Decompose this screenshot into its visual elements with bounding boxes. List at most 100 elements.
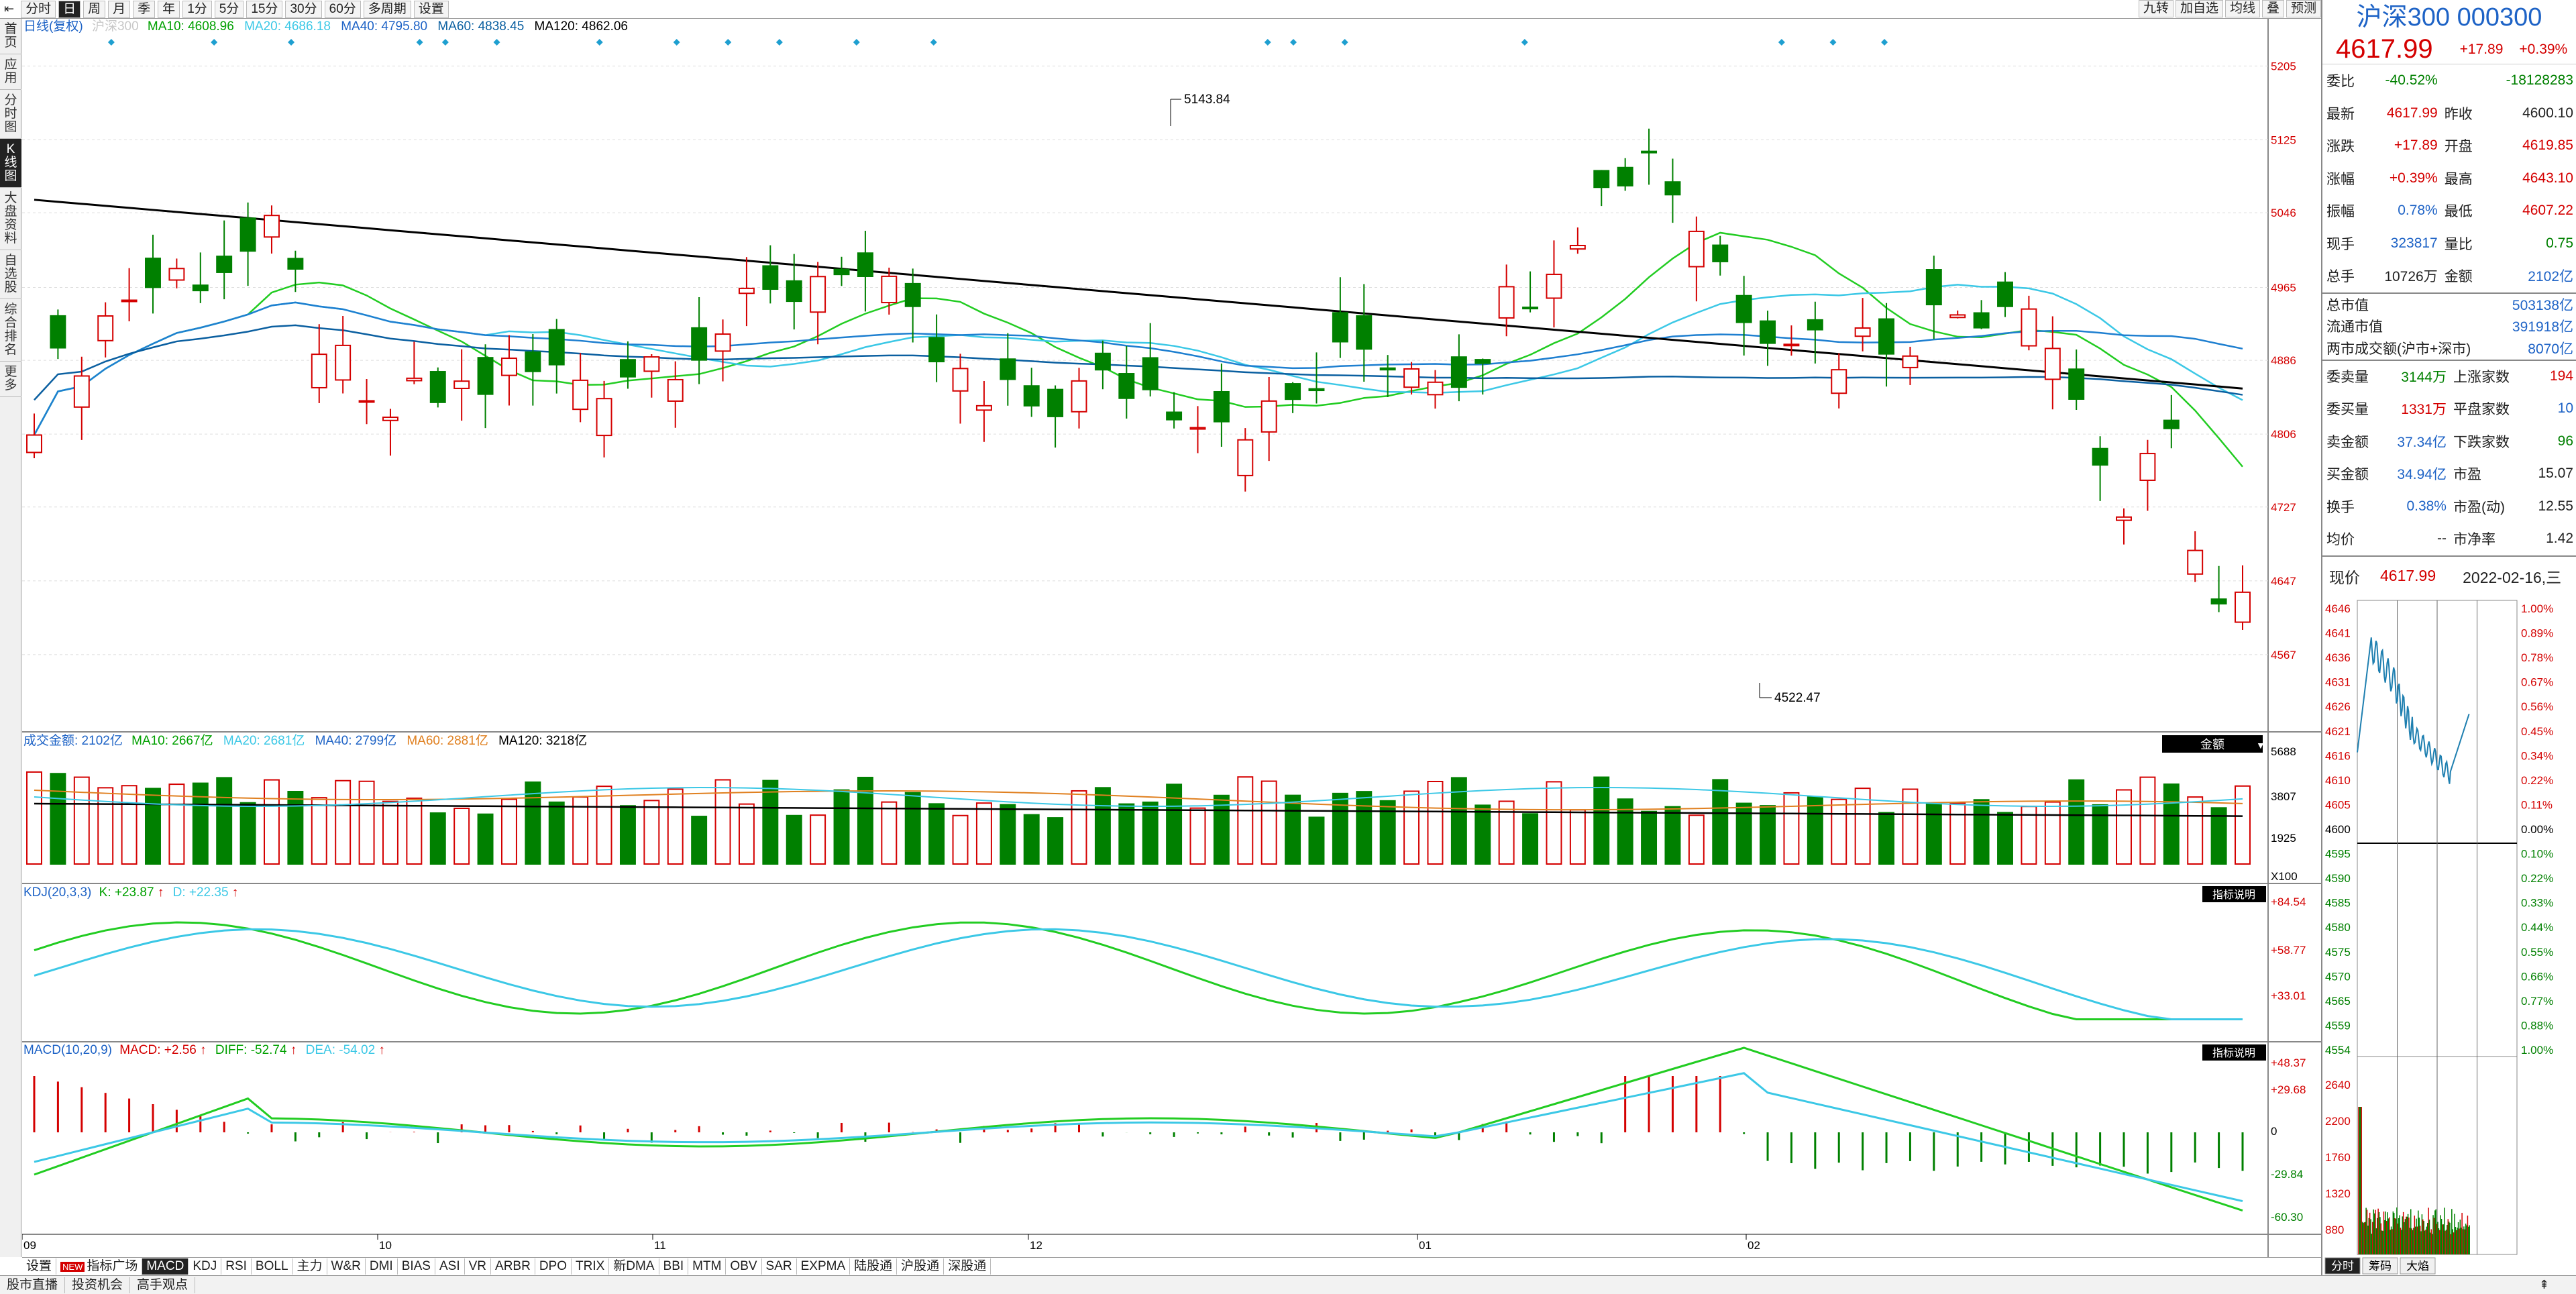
candle[interactable] xyxy=(833,268,850,276)
left-tab-1[interactable]: 应用 xyxy=(0,54,21,90)
candle[interactable] xyxy=(1664,181,1681,196)
candle[interactable] xyxy=(264,215,280,238)
event-marker[interactable] xyxy=(775,39,783,46)
candle[interactable] xyxy=(500,358,517,376)
candle[interactable] xyxy=(714,333,731,352)
candle[interactable] xyxy=(810,276,826,313)
candle[interactable] xyxy=(1356,315,1373,350)
candle[interactable] xyxy=(1641,150,1658,154)
candle[interactable] xyxy=(1593,170,1610,188)
indicator-tab-11[interactable]: VR xyxy=(465,1258,492,1275)
candle[interactable] xyxy=(1071,380,1087,413)
candle[interactable] xyxy=(548,329,565,366)
candle[interactable] xyxy=(2163,419,2180,429)
candle[interactable] xyxy=(2116,516,2132,521)
macd-indicator-button[interactable]: 指标说明 xyxy=(2202,1044,2266,1061)
tool-button-4[interactable]: 预测 xyxy=(2286,0,2321,17)
candle[interactable] xyxy=(2044,347,2061,380)
candle[interactable] xyxy=(287,258,304,270)
candle[interactable] xyxy=(1546,273,1562,299)
candle[interactable] xyxy=(1617,166,1633,186)
period-tab-8[interactable]: 15分 xyxy=(246,0,283,18)
indicator-tab-19[interactable]: SAR xyxy=(762,1258,797,1275)
candle[interactable] xyxy=(382,417,398,421)
candle[interactable] xyxy=(762,265,779,290)
indicator-tab-17[interactable]: MTM xyxy=(688,1258,727,1275)
indicator-tab-9[interactable]: BIAS xyxy=(398,1258,435,1275)
indicator-tab-8[interactable]: DMI xyxy=(366,1258,398,1275)
event-marker[interactable] xyxy=(1341,39,1348,46)
mini-tab-label[interactable]: 大焰 xyxy=(2406,1260,2429,1273)
event-marker[interactable] xyxy=(416,39,423,46)
mini-tab-0[interactable] xyxy=(2324,1257,2361,1275)
tool-button-3[interactable]: 叠 xyxy=(2261,0,2284,17)
event-marker[interactable] xyxy=(1521,39,1528,46)
candle[interactable] xyxy=(97,315,114,341)
left-tab-0[interactable]: 首页 xyxy=(0,19,21,54)
toolbar-arrow-icon[interactable]: ⇤ xyxy=(4,2,15,15)
candle[interactable] xyxy=(952,368,969,392)
period-tab-9[interactable]: 30分 xyxy=(285,0,322,18)
candle[interactable] xyxy=(2187,549,2204,575)
candle[interactable] xyxy=(1332,312,1348,343)
candle[interactable] xyxy=(1474,359,1491,364)
status-tab-1[interactable]: 投资机会 xyxy=(65,1277,131,1293)
indicator-tab-10[interactable]: ASI xyxy=(435,1258,465,1275)
period-tab-7[interactable]: 5分 xyxy=(214,0,244,18)
candle[interactable] xyxy=(1189,427,1206,430)
candle[interactable] xyxy=(786,280,802,303)
candle[interactable] xyxy=(596,398,612,437)
indicator-tab-0[interactable]: 设置 xyxy=(22,1258,57,1275)
indicator-tab-7[interactable]: W&R xyxy=(327,1258,366,1275)
left-tab-5[interactable]: 自选股 xyxy=(0,250,21,299)
candle[interactable] xyxy=(525,351,541,372)
indicator-tab-23[interactable]: 深股通 xyxy=(944,1258,991,1275)
candle[interactable] xyxy=(1831,369,1847,394)
candle[interactable] xyxy=(1308,388,1325,392)
event-marker[interactable] xyxy=(288,39,295,46)
candle[interactable] xyxy=(50,315,66,349)
kdj-indicator-button[interactable]: 指标说明 xyxy=(2202,886,2266,902)
candle[interactable] xyxy=(1949,314,1966,319)
event-marker[interactable] xyxy=(1290,39,1297,46)
candle[interactable] xyxy=(667,378,684,402)
candle[interactable] xyxy=(975,405,992,411)
candle[interactable] xyxy=(1878,318,1895,355)
intraday-svg[interactable]: 4646 1.00% 4641 0.89% 4636 0.78% 4631 0.67% 4626… xyxy=(2322,594,2576,1275)
candle[interactable] xyxy=(1047,388,1064,417)
candle[interactable] xyxy=(881,275,898,304)
indicator-tab-15[interactable]: 新DMA xyxy=(609,1258,659,1275)
indicator-tab-16[interactable]: BBI xyxy=(659,1258,689,1275)
candle[interactable] xyxy=(335,344,352,381)
candle[interactable] xyxy=(1688,230,1705,268)
candle[interactable] xyxy=(145,258,161,288)
left-tab-7[interactable]: 更多 xyxy=(0,362,21,397)
candle[interactable] xyxy=(928,337,945,363)
candle[interactable] xyxy=(1237,439,1254,476)
event-marker[interactable] xyxy=(1829,39,1837,46)
indicator-tab-20[interactable]: EXPMA xyxy=(797,1258,851,1275)
period-tab-2[interactable]: 周 xyxy=(83,0,106,18)
indicator-tab-13[interactable]: DPO xyxy=(535,1258,572,1275)
candle[interactable] xyxy=(1854,327,1871,337)
indicator-tab-4[interactable]: RSI xyxy=(221,1258,252,1275)
left-tab-2[interactable]: 分时图 xyxy=(0,90,21,139)
candle[interactable] xyxy=(1973,312,1990,329)
candle[interactable] xyxy=(168,268,185,281)
candle[interactable] xyxy=(1000,358,1016,380)
tool-button-1[interactable]: 加自选 xyxy=(2175,0,2223,17)
period-tab-11[interactable]: 多周期 xyxy=(363,0,411,18)
candle[interactable] xyxy=(1807,319,1823,331)
candle[interactable] xyxy=(1427,381,1444,396)
candle[interactable] xyxy=(1569,244,1586,250)
status-tab-0[interactable]: 股市直播 xyxy=(0,1277,66,1293)
indicator-tab-18[interactable]: OBV xyxy=(726,1258,762,1275)
candle[interactable] xyxy=(406,377,423,382)
indicator-tab-22[interactable]: 沪股通 xyxy=(897,1258,945,1275)
indicator-tab-3[interactable]: KDJ xyxy=(189,1258,222,1275)
left-tab-4[interactable]: 大盘资料 xyxy=(0,188,21,250)
event-marker[interactable] xyxy=(493,39,500,46)
candle[interactable] xyxy=(691,327,708,361)
candle[interactable] xyxy=(1925,269,1942,306)
